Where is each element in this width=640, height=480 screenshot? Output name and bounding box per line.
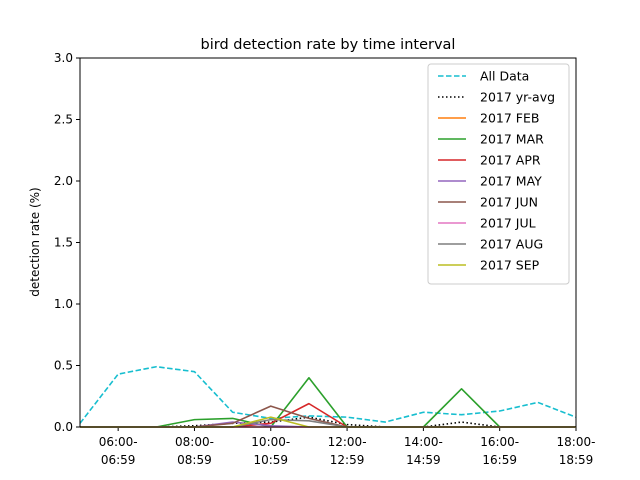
x-tick-label-line1: 10:00- xyxy=(251,435,290,449)
x-tick-label-line2: 08:59 xyxy=(177,453,212,467)
x-tick-label-line1: 12:00- xyxy=(328,435,367,449)
legend-label: 2017 SEP xyxy=(480,258,540,273)
y-tick-label: 0.0 xyxy=(54,420,73,434)
x-tick-label-line1: 14:00- xyxy=(404,435,443,449)
x-tick-label-line2: 16:59 xyxy=(482,453,517,467)
x-tick-label-line2: 06:59 xyxy=(101,453,136,467)
legend: All Data 2017 yr-avg 2017 FEB 2017 MAR 2017 … xyxy=(427,63,570,285)
x-tick-label-line1: 08:00- xyxy=(175,435,214,449)
x-tick-label-line1: 06:00- xyxy=(99,435,138,449)
y-tick-label: 1.0 xyxy=(54,297,73,311)
legend-label: 2017 FEB xyxy=(480,111,539,126)
y-axis-label: detection rate (%) xyxy=(28,187,42,296)
series-line-2017-mar xyxy=(80,376,576,428)
y-tick-label: 2.5 xyxy=(54,113,73,127)
series-line-2017-yr-avg xyxy=(80,416,576,428)
series-line-all-data xyxy=(79,365,577,424)
x-tick-label-line2: 10:59 xyxy=(253,453,288,467)
legend-label: 2017 JUN xyxy=(480,195,538,210)
y-tick-label: 2.0 xyxy=(54,174,73,188)
legend-label: 2017 yr-avg xyxy=(480,90,555,105)
legend-box xyxy=(427,63,570,285)
legend-label: 2017 MAY xyxy=(480,174,542,189)
plot-frame xyxy=(79,57,577,428)
y-axis-ticks: 0.0 0.5 1.0 1.5 2.0 2.5 3.0 xyxy=(54,51,80,434)
legend-label: 2017 APR xyxy=(480,153,541,168)
legend-label: All Data xyxy=(480,69,529,84)
x-axis-ticks: 06:00- 06:59 08:00- 08:59 10:00- 10:59 12:00- 1… xyxy=(99,427,596,467)
x-tick-label-line1: 16:00- xyxy=(480,435,519,449)
y-tick-label: 1.5 xyxy=(54,236,73,250)
x-tick-label-line1: 18:00- xyxy=(557,435,596,449)
x-tick-label-line2: 12:59 xyxy=(330,453,365,467)
x-tick-label-line2: 18:59 xyxy=(559,453,594,467)
legend-label: 2017 AUG xyxy=(480,237,543,252)
legend-label: 2017 JUL xyxy=(480,216,536,231)
y-tick-label: 3.0 xyxy=(54,51,73,65)
legend-label: 2017 MAR xyxy=(480,132,544,147)
chart-title: bird detection rate by time interval xyxy=(201,37,456,53)
x-tick-label-line2: 14:59 xyxy=(406,453,441,467)
y-tick-label: 0.5 xyxy=(54,359,73,373)
